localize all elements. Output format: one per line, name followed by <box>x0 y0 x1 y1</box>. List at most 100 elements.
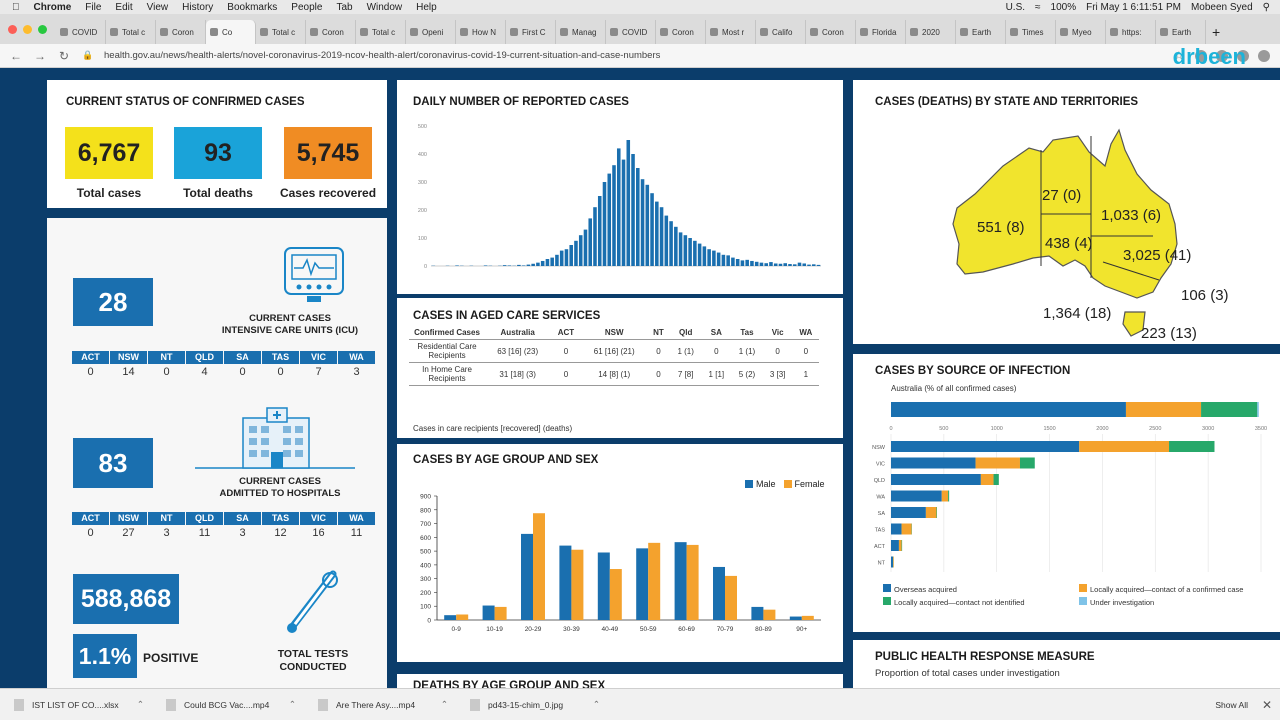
tab-title: Total c <box>372 27 396 37</box>
minimize-window-icon[interactable] <box>23 25 32 34</box>
public-health-title: PUBLIC HEALTH RESPONSE MEASURE <box>875 651 1095 663</box>
browser-tab[interactable]: Coron <box>656 20 706 44</box>
menu-tab[interactable]: Tab <box>328 1 352 13</box>
female-swatch <box>783 480 792 488</box>
browser-tab[interactable]: Times <box>1006 20 1056 44</box>
window-controls <box>8 25 53 34</box>
clock[interactable]: Fri May 1 6:11:51 PM <box>1086 1 1181 13</box>
icu-state-values: 0 14 0 4 0 0 7 3 <box>72 365 376 379</box>
y-category-label: ACT <box>874 544 886 550</box>
close-window-icon[interactable] <box>8 25 17 34</box>
browser-tab[interactable]: Most r <box>706 20 756 44</box>
zoom-window-icon[interactable] <box>38 25 47 34</box>
tab-title: Most r <box>722 27 745 37</box>
browser-tab[interactable]: First C <box>506 20 556 44</box>
browser-tab[interactable]: Califo <box>756 20 806 44</box>
browser-tab[interactable]: Coron <box>306 20 356 44</box>
search-icon[interactable]: ⚲ <box>1262 1 1270 13</box>
extension-icon[interactable] <box>1237 49 1249 62</box>
menu-help[interactable]: Help <box>408 1 437 13</box>
extension-icon[interactable] <box>1216 49 1228 62</box>
download-item[interactable]: Are There Asy....mp4 ⌃ <box>304 698 456 711</box>
user-name[interactable]: Mobeen Syed <box>1190 1 1253 13</box>
chevron-up-icon[interactable]: ⌃ <box>592 699 600 709</box>
source-total-segment <box>1201 402 1258 417</box>
browser-tab[interactable]: Coron <box>806 20 856 44</box>
source-total-segment <box>1125 402 1202 417</box>
age-bar-male <box>674 542 687 620</box>
browser-tab[interactable]: Co <box>206 20 256 44</box>
reload-icon[interactable]: ↻ <box>58 48 70 63</box>
bookmark-star-icon[interactable]: ☆ <box>1174 49 1184 62</box>
browser-tab[interactable]: Total c <box>256 20 306 44</box>
icu-value-act: 0 <box>87 366 94 378</box>
browser-tab[interactable]: Openi <box>406 20 456 44</box>
tab-favicon-icon <box>460 28 468 36</box>
browser-tab[interactable]: Total c <box>356 20 406 44</box>
browser-tab[interactable]: Earth <box>956 20 1006 44</box>
forward-icon[interactable]: → <box>34 48 46 63</box>
male-swatch <box>745 480 753 488</box>
wifi-icon[interactable]: ≈ <box>1035 1 1041 13</box>
browser-tab[interactable]: Florida <box>856 20 906 44</box>
download-filename: Could BCG Vac....mp4 <box>184 699 270 710</box>
extension-icon[interactable] <box>1195 49 1207 62</box>
menu-file[interactable]: File <box>77 1 101 13</box>
extension-icon[interactable] <box>1258 49 1270 62</box>
state-header: VIC <box>300 351 337 364</box>
tab-favicon-icon <box>410 28 418 36</box>
menu-people[interactable]: People <box>283 1 322 13</box>
y-tick-label: 200 <box>418 208 427 214</box>
y-tick-label: 600 <box>420 535 431 542</box>
chevron-up-icon[interactable]: ⌃ <box>136 699 144 709</box>
apple-icon[interactable]:  <box>12 2 20 13</box>
back-icon[interactable]: ← <box>10 48 22 63</box>
browser-tab[interactable]: COVID <box>606 20 656 44</box>
menu-window[interactable]: Window <box>359 1 403 13</box>
download-item[interactable]: IST LIST OF CO....xlsx ⌃ <box>0 698 152 711</box>
daily-bar <box>616 148 621 266</box>
daily-bar <box>574 240 578 266</box>
download-item[interactable]: pd43-15-chim_0.jpg ⌃ <box>456 698 608 711</box>
url-field[interactable]: health.gov.au/news/health-alerts/novel-c… <box>104 50 661 61</box>
current-status-title: CURRENT STATUS OF CONFIRMED CASES <box>66 96 305 108</box>
browser-tab[interactable]: COVID <box>56 20 106 44</box>
hospital-value-wa: 11 <box>350 527 363 539</box>
state-header: NT <box>148 351 185 364</box>
y-category-label: WA <box>876 495 885 501</box>
new-tab-icon[interactable]: + <box>1212 24 1221 40</box>
input-source-flag[interactable]: U.S. <box>1005 1 1026 13</box>
table-cell: 0 <box>550 339 582 363</box>
tab-title: Co <box>222 27 233 37</box>
source-bar-segment <box>980 474 994 485</box>
browser-tab[interactable]: Earth <box>1156 20 1206 44</box>
menu-view[interactable]: View <box>139 1 169 13</box>
age-bar-female <box>571 549 584 620</box>
menu-app-name[interactable]: Chrome <box>26 1 72 13</box>
browser-tab[interactable]: 2020 <box>906 20 956 44</box>
chevron-up-icon[interactable]: ⌃ <box>440 699 448 709</box>
tab-favicon-icon <box>1110 28 1118 36</box>
tab-title: Manag <box>572 27 597 37</box>
browser-tab[interactable]: Manag <box>556 20 606 44</box>
browser-tab[interactable]: Coron <box>156 20 206 44</box>
browser-tab[interactable]: Myeo <box>1056 20 1106 44</box>
chevron-up-icon[interactable]: ⌃ <box>288 699 296 709</box>
daily-bar <box>769 262 773 266</box>
battery-level[interactable]: 100% <box>1050 1 1077 13</box>
menu-bookmarks[interactable]: Bookmarks <box>219 1 277 13</box>
total-tests-value: 588,868 <box>73 574 179 624</box>
download-item[interactable]: Could BCG Vac....mp4 ⌃ <box>152 698 304 711</box>
y-tick-label: 800 <box>420 507 431 514</box>
menu-history[interactable]: History <box>174 1 213 13</box>
close-icon[interactable]: ✕ <box>1261 698 1272 712</box>
browser-tab[interactable]: Total c <box>106 20 156 44</box>
daily-bar <box>531 263 535 266</box>
show-all-downloads-button[interactable]: Show All <box>1215 699 1248 710</box>
tests-caption: TOTAL TESTS CONDUCTED <box>255 648 371 674</box>
menu-edit[interactable]: Edit <box>107 1 132 13</box>
browser-tab[interactable]: https: <box>1106 20 1156 44</box>
browser-tab[interactable]: How N <box>456 20 506 44</box>
hospital-value-sa: 3 <box>239 527 246 539</box>
daily-bar <box>650 193 654 266</box>
